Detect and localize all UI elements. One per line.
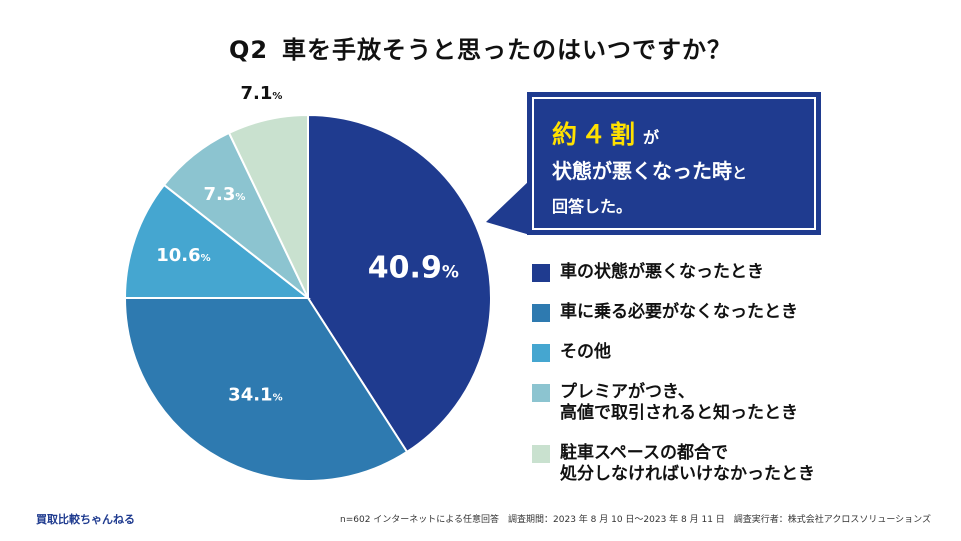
legend-swatch bbox=[532, 264, 550, 282]
legend-item: その他 bbox=[532, 342, 952, 363]
question-number: Q2 bbox=[228, 36, 269, 64]
callout-line-1: 約４割が bbox=[552, 115, 659, 151]
legend-label: 車の状態が悪くなったとき bbox=[560, 262, 764, 282]
survey-note: n=602 インターネットによる任意回答 調査期間：2023 年 8 月 10 … bbox=[340, 515, 931, 525]
pie-slice bbox=[123, 297, 409, 482]
slice-label: 40.9% bbox=[368, 251, 459, 286]
callout-highlight: 約４割 bbox=[552, 120, 640, 149]
legend-label: 高値で取引されると知ったとき bbox=[560, 403, 798, 423]
slice-label: 10.6% bbox=[156, 245, 210, 266]
legend-swatch bbox=[532, 384, 550, 402]
callout-box: 約４割が 状態が悪くなった時と 回答した。 bbox=[527, 92, 821, 235]
pie-slices bbox=[123, 113, 492, 482]
legend-item: 車に乗る必要がなくなったとき bbox=[532, 302, 952, 323]
pie-slice bbox=[123, 183, 311, 299]
pie-slice bbox=[227, 113, 309, 299]
legend-swatch bbox=[532, 344, 550, 362]
legend-item: 駐車スペースの都合で 処分しなければいけなかったとき bbox=[532, 443, 952, 485]
legend-swatch bbox=[532, 445, 550, 463]
legend-item: 車の状態が悪くなったとき bbox=[532, 262, 952, 283]
pie-labels: 40.9% 34.1% 10.6% 7.3% 7.1% bbox=[156, 83, 459, 406]
legend: 車の状態が悪くなったとき車に乗る必要がなくなったとき その他プレミアがつき、 高値で… bbox=[532, 262, 952, 504]
brand-name: 買取比較ちゃんねる bbox=[36, 513, 135, 526]
legend-swatch bbox=[532, 304, 550, 322]
legend-item: プレミアがつき、 高値で取引されると知ったとき bbox=[532, 382, 952, 424]
chart-title: Q2 車を手放そうと思ったのはいつですか？ bbox=[0, 30, 961, 65]
slice-label: 7.3% bbox=[204, 184, 246, 205]
callout-line-2-text: 状態が悪くなった時 bbox=[552, 159, 732, 183]
callout-line-2-suffix: と bbox=[732, 164, 748, 182]
legend-label: プレミアがつき、 bbox=[560, 382, 695, 402]
legend-label: 車に乗る必要がなくなったとき bbox=[560, 302, 798, 322]
callout-line-2: 状態が悪くなった時と bbox=[552, 155, 747, 184]
callout-line-3: 回答した。 bbox=[552, 197, 633, 216]
slice-label: 34.1% bbox=[228, 385, 282, 406]
legend-label: 駐車スペースの都合で bbox=[560, 443, 728, 463]
legend-label: 処分しなければいけなかったとき bbox=[560, 464, 815, 484]
slice-label: 7.1% bbox=[240, 83, 282, 104]
callout-line-1-suffix: が bbox=[643, 128, 660, 147]
callout-pointer bbox=[486, 180, 530, 235]
legend-label: その他 bbox=[560, 342, 611, 362]
question-text: 車を手放そうと思ったのはいつですか？ bbox=[282, 36, 733, 64]
